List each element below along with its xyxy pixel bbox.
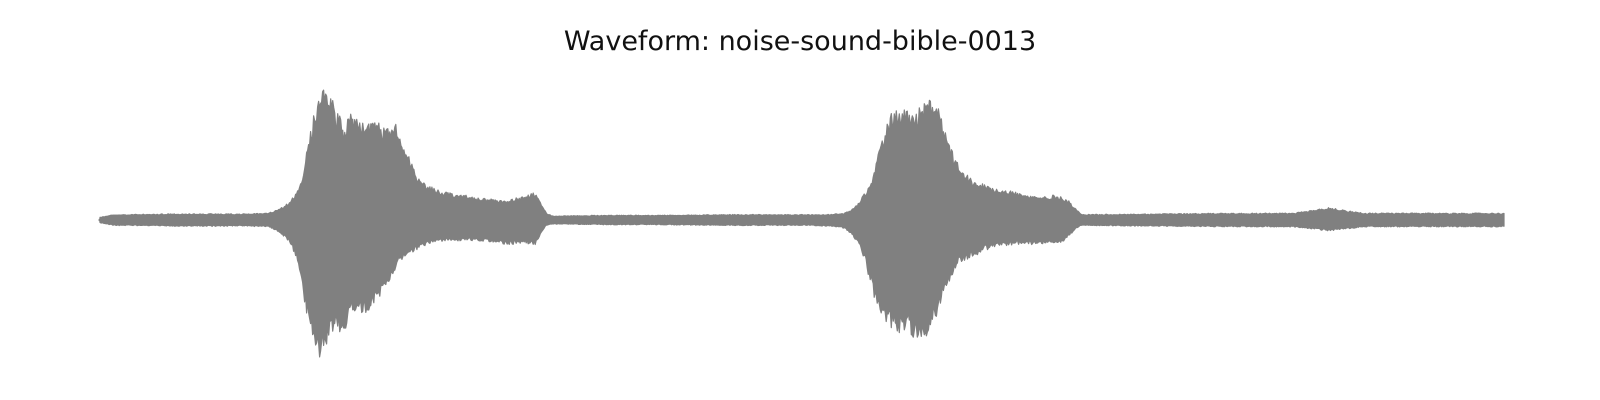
waveform-envelope bbox=[99, 89, 1505, 358]
chart-title: Waveform: noise-sound-bible-0013 bbox=[563, 26, 1037, 57]
